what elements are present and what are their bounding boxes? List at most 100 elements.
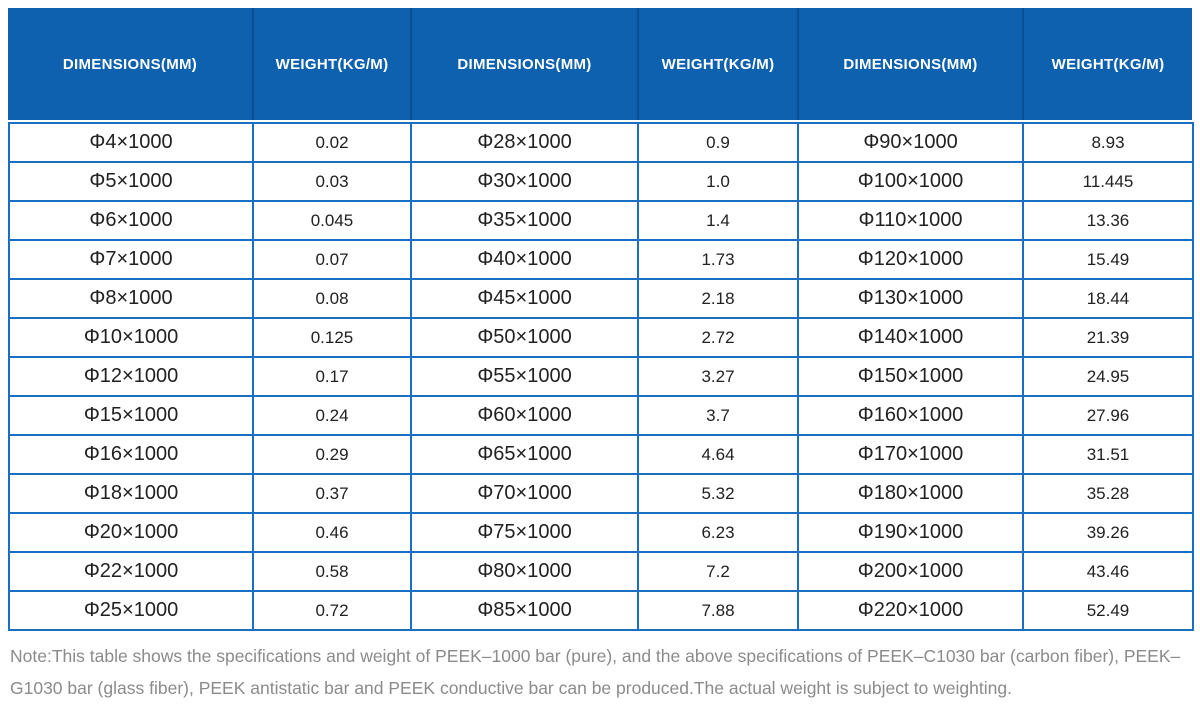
header-dimensions-2: DIMENSIONS(MM) [410,8,637,120]
weight-cell: 4.64 [637,434,799,475]
dimension-cell: Φ25×1000 [8,590,254,631]
dimension-cell: Φ6×1000 [8,200,254,241]
dimension-cell: Φ55×1000 [410,356,639,397]
weight-cell: 18.44 [1022,278,1194,319]
header-weight-1: WEIGHT(KG/M) [252,8,410,120]
dimension-cell: Φ70×1000 [410,473,639,514]
table-row: Φ25×1000 0.72 Φ85×1000 7.88 Φ220×1000 52… [8,590,1194,631]
weight-cell: 7.88 [637,590,799,631]
weight-cell: 0.9 [637,122,799,163]
weight-cell: 5.32 [637,473,799,514]
weight-cell: 39.26 [1022,512,1194,553]
dimension-cell: Φ170×1000 [797,434,1024,475]
dimension-cell: Φ190×1000 [797,512,1024,553]
weight-cell: 3.7 [637,395,799,436]
dimension-cell: Φ75×1000 [410,512,639,553]
weight-cell: 2.18 [637,278,799,319]
dimension-cell: Φ160×1000 [797,395,1024,436]
weight-cell: 0.02 [252,122,412,163]
weight-cell: 1.73 [637,239,799,280]
weight-cell: 0.37 [252,473,412,514]
table-row: Φ6×1000 0.045 Φ35×1000 1.4 Φ110×1000 13.… [8,200,1194,241]
weight-cell: 15.49 [1022,239,1194,280]
dimension-cell: Φ60×1000 [410,395,639,436]
dimension-cell: Φ28×1000 [410,122,639,163]
dimension-cell: Φ18×1000 [8,473,254,514]
weight-cell: 35.28 [1022,473,1194,514]
header-dimensions-3: DIMENSIONS(MM) [797,8,1022,120]
dimension-cell: Φ35×1000 [410,200,639,241]
weight-cell: 6.23 [637,512,799,553]
weight-cell: 21.39 [1022,317,1194,358]
spec-table: Φ4×1000 0.02 Φ28×1000 0.9 Φ90×1000 8.93 … [8,122,1194,631]
dimension-cell: Φ20×1000 [8,512,254,553]
header-weight-2: WEIGHT(KG/M) [637,8,797,120]
dimension-cell: Φ110×1000 [797,200,1024,241]
dimension-cell: Φ85×1000 [410,590,639,631]
weight-cell: 52.49 [1022,590,1194,631]
table-row: Φ7×1000 0.07 Φ40×1000 1.73 Φ120×1000 15.… [8,239,1194,280]
weight-cell: 7.2 [637,551,799,592]
dimension-cell: Φ8×1000 [8,278,254,319]
table-note: Note:This table shows the specifications… [10,646,1181,698]
dimension-cell: Φ180×1000 [797,473,1024,514]
weight-cell: 1.0 [637,161,799,202]
dimension-cell: Φ130×1000 [797,278,1024,319]
weight-cell: 0.125 [252,317,412,358]
dimension-cell: Φ50×1000 [410,317,639,358]
weight-cell: 31.51 [1022,434,1194,475]
weight-cell: 0.29 [252,434,412,475]
weight-cell: 8.93 [1022,122,1194,163]
table-row: Φ18×1000 0.37 Φ70×1000 5.32 Φ180×1000 35… [8,473,1194,514]
dimension-cell: Φ90×1000 [797,122,1024,163]
weight-cell: 0.08 [252,278,412,319]
table-row: Φ8×1000 0.08 Φ45×1000 2.18 Φ130×1000 18.… [8,278,1194,319]
weight-cell: 3.27 [637,356,799,397]
table-row: Φ4×1000 0.02 Φ28×1000 0.9 Φ90×1000 8.93 [8,122,1194,163]
dimension-cell: Φ150×1000 [797,356,1024,397]
dimension-cell: Φ200×1000 [797,551,1024,592]
table-row: Φ15×1000 0.24 Φ60×1000 3.7 Φ160×1000 27.… [8,395,1194,436]
weight-cell: 0.045 [252,200,412,241]
table-row: Φ22×1000 0.58 Φ80×1000 7.2 Φ200×1000 43.… [8,551,1194,592]
table-row: Φ12×1000 0.17 Φ55×1000 3.27 Φ150×1000 24… [8,356,1194,397]
dimension-cell: Φ22×1000 [8,551,254,592]
dimension-cell: Φ10×1000 [8,317,254,358]
table-row: Φ20×1000 0.46 Φ75×1000 6.23 Φ190×1000 39… [8,512,1194,553]
dimension-cell: Φ100×1000 [797,161,1024,202]
dimension-cell: Φ40×1000 [410,239,639,280]
weight-cell: 0.03 [252,161,412,202]
dimension-cell: Φ30×1000 [410,161,639,202]
weight-cell: 0.24 [252,395,412,436]
weight-cell: 2.72 [637,317,799,358]
dimension-cell: Φ65×1000 [410,434,639,475]
table-row: Φ16×1000 0.29 Φ65×1000 4.64 Φ170×1000 31… [8,434,1194,475]
weight-cell: 0.07 [252,239,412,280]
weight-cell: 0.17 [252,356,412,397]
weight-cell: 1.4 [637,200,799,241]
weight-cell: 24.95 [1022,356,1194,397]
weight-cell: 43.46 [1022,551,1194,592]
table-row: Φ5×1000 0.03 Φ30×1000 1.0 Φ100×1000 11.4… [8,161,1194,202]
header-dimensions-1: DIMENSIONS(MM) [62,55,198,73]
weight-cell: 0.46 [252,512,412,553]
header-weight-3: WEIGHT(KG/M) [1022,8,1192,120]
dimension-cell: Φ140×1000 [797,317,1024,358]
weight-cell: 0.72 [252,590,412,631]
dimension-cell: Φ120×1000 [797,239,1024,280]
dimension-cell: Φ220×1000 [797,590,1024,631]
dimension-cell: Φ45×1000 [410,278,639,319]
table-header-row: DIMENSIONS(MM) WEIGHT(KG/M) DIMENSIONS(M… [8,8,1192,120]
dimension-cell: Φ12×1000 [8,356,254,397]
dimension-cell: Φ16×1000 [8,434,254,475]
weight-cell: 11.445 [1022,161,1194,202]
table-row: Φ10×1000 0.125 Φ50×1000 2.72 Φ140×1000 2… [8,317,1194,358]
dimension-cell: Φ5×1000 [8,161,254,202]
weight-cell: 27.96 [1022,395,1194,436]
weight-cell: 0.58 [252,551,412,592]
dimension-cell: Φ80×1000 [410,551,639,592]
weight-cell: 13.36 [1022,200,1194,241]
dimension-cell: Φ15×1000 [8,395,254,436]
dimension-cell: Φ4×1000 [8,122,254,163]
